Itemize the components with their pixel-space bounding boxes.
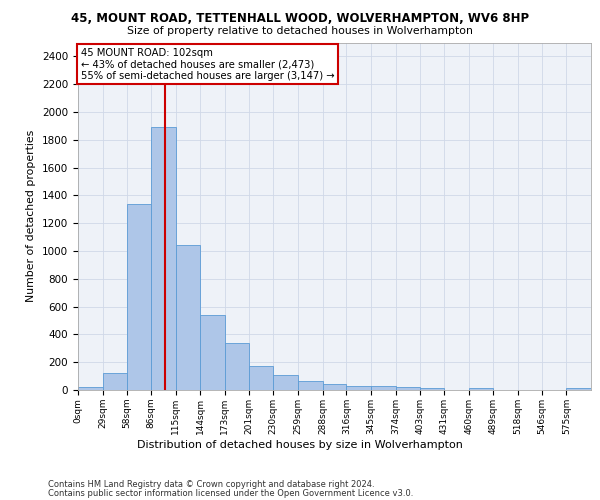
Bar: [176, 244, 200, 390]
Bar: [249, 366, 274, 390]
Bar: [371, 386, 395, 390]
Bar: [298, 381, 323, 390]
Text: Contains public sector information licensed under the Open Government Licence v3: Contains public sector information licen…: [48, 488, 413, 498]
Y-axis label: Number of detached properties: Number of detached properties: [26, 130, 37, 302]
Bar: [469, 388, 493, 390]
Bar: [274, 374, 298, 390]
Text: 45, MOUNT ROAD, TETTENHALL WOOD, WOLVERHAMPTON, WV6 8HP: 45, MOUNT ROAD, TETTENHALL WOOD, WOLVERH…: [71, 12, 529, 26]
Text: Size of property relative to detached houses in Wolverhampton: Size of property relative to detached ho…: [127, 26, 473, 36]
Text: Distribution of detached houses by size in Wolverhampton: Distribution of detached houses by size …: [137, 440, 463, 450]
Bar: [566, 388, 591, 390]
Bar: [200, 315, 225, 390]
Bar: [323, 384, 346, 390]
Bar: [395, 387, 420, 390]
Bar: [151, 128, 176, 390]
Text: Contains HM Land Registry data © Crown copyright and database right 2024.: Contains HM Land Registry data © Crown c…: [48, 480, 374, 489]
Bar: [346, 386, 371, 390]
Bar: [127, 204, 151, 390]
Bar: [78, 388, 103, 390]
Bar: [225, 344, 249, 390]
Bar: [420, 388, 444, 390]
Bar: [103, 372, 127, 390]
Text: 45 MOUNT ROAD: 102sqm
← 43% of detached houses are smaller (2,473)
55% of semi-d: 45 MOUNT ROAD: 102sqm ← 43% of detached …: [80, 48, 334, 81]
